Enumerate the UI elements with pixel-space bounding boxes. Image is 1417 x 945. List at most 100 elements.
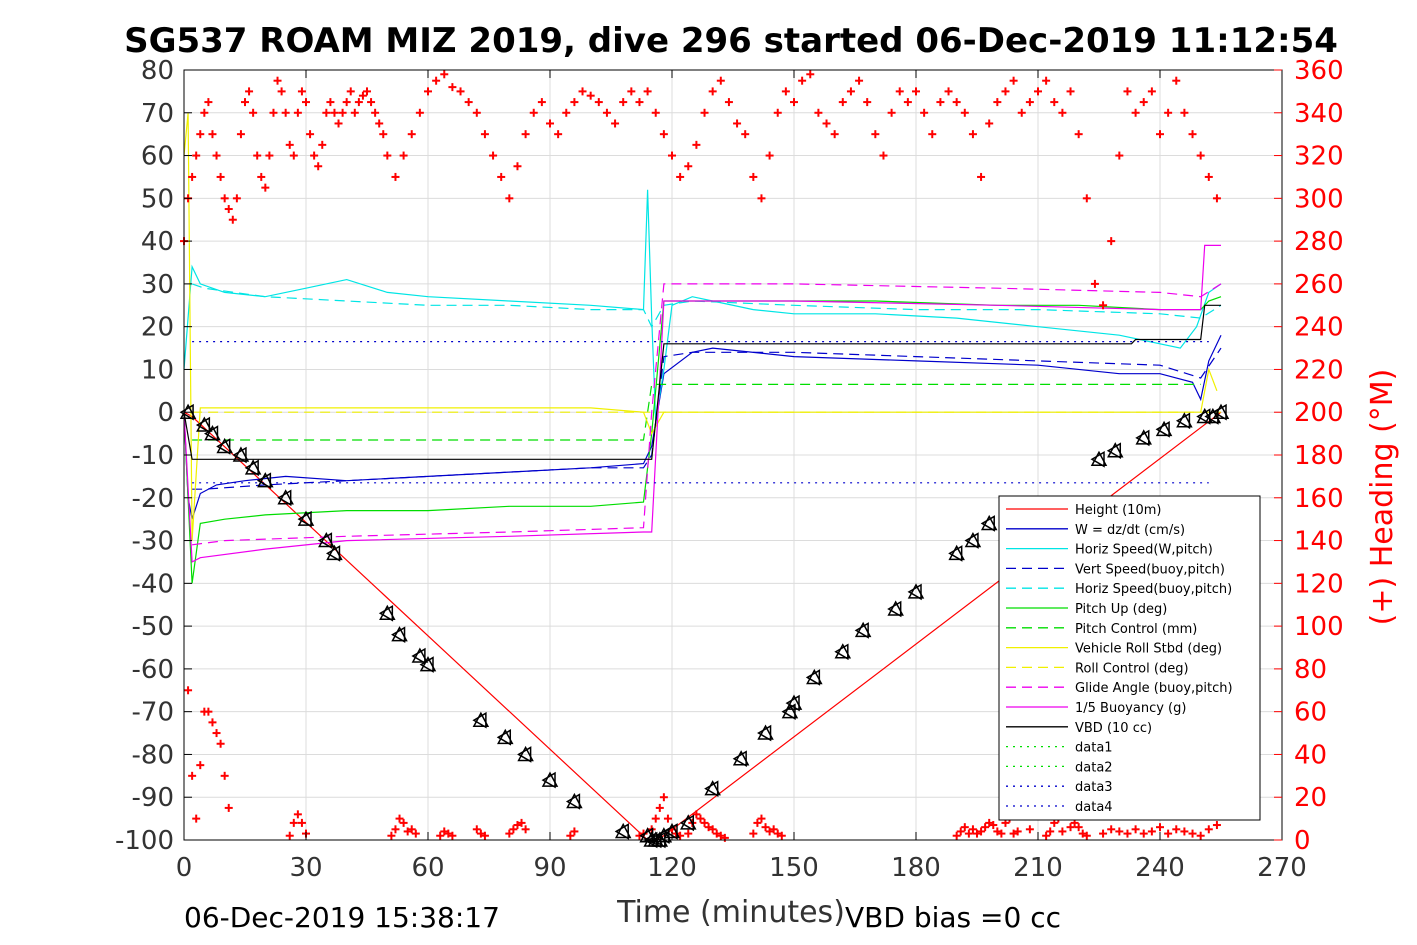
heading-point <box>358 91 367 100</box>
depth-marker <box>378 604 396 622</box>
heading-point <box>546 119 554 128</box>
heading-markers <box>180 70 1221 842</box>
heading-point <box>838 98 847 107</box>
heading-point <box>289 818 298 827</box>
heading-point <box>1082 194 1091 203</box>
heading-point <box>1001 87 1010 96</box>
heading-point <box>1180 108 1189 117</box>
heading-point <box>960 823 969 832</box>
y-tick-label: -30 <box>132 527 174 557</box>
heading-point <box>997 829 1006 838</box>
heading-point <box>651 814 660 823</box>
heading-point <box>619 98 628 107</box>
heading-point <box>1099 301 1108 310</box>
heading-point <box>696 814 705 823</box>
heading-point <box>973 829 981 838</box>
heading-point <box>407 130 416 139</box>
heading-point <box>912 87 920 96</box>
legend-label: Horiz Speed(W,pitch) <box>1075 543 1213 558</box>
y2-tick-label: 280 <box>1294 227 1344 257</box>
heading-point <box>964 829 973 838</box>
heading-point <box>456 87 465 96</box>
heading-point <box>956 827 965 836</box>
heading-point <box>708 825 717 834</box>
heading-point <box>440 70 449 79</box>
legend-label: Horiz Speed(buoy,pitch) <box>1075 582 1232 597</box>
heading-point <box>273 76 282 85</box>
heading-point <box>663 814 672 823</box>
heading-point <box>1107 237 1116 246</box>
heading-point <box>387 831 396 840</box>
heading-point <box>375 119 384 128</box>
series-line-7 <box>183 112 1218 541</box>
heading-point <box>1115 151 1124 160</box>
heading-point <box>346 87 355 96</box>
legend-label: Pitch Up (deg) <box>1075 602 1167 617</box>
heading-point <box>395 814 404 823</box>
y-tick-label: -20 <box>132 484 174 514</box>
y-tick-label: -10 <box>132 441 174 471</box>
heading-point <box>863 98 872 107</box>
depth-marker <box>948 544 965 562</box>
depth-marker <box>472 711 490 729</box>
x-tick-label: 30 <box>289 853 322 883</box>
heading-point <box>989 821 998 830</box>
heading-point <box>712 829 721 838</box>
legend-label: VBD (10 cc) <box>1075 721 1152 736</box>
heading-point <box>611 119 620 128</box>
heading-point <box>936 98 945 107</box>
heading-point <box>985 818 994 827</box>
depth-marker <box>195 416 213 434</box>
heading-point <box>1188 829 1197 838</box>
y2-tick-label: 140 <box>1294 527 1344 557</box>
heading-point <box>1050 98 1059 107</box>
heading-point <box>928 130 937 139</box>
depth-marker <box>980 514 998 532</box>
x-tick-label: 120 <box>647 853 697 883</box>
heading-point <box>1099 829 1108 838</box>
y-tick-label: -50 <box>132 612 174 642</box>
heading-point <box>314 162 323 171</box>
heading-point <box>566 831 575 840</box>
y2-tick-label: 300 <box>1294 184 1344 214</box>
heading-point <box>993 827 1002 836</box>
heading-point <box>253 151 262 160</box>
y-tick-label: 30 <box>141 270 174 300</box>
heading-point <box>981 823 990 832</box>
heading-point <box>204 707 213 716</box>
heading-point <box>277 87 286 96</box>
depth-marker <box>805 668 823 686</box>
x-tick-label: 180 <box>891 853 941 883</box>
heading-point <box>241 98 249 107</box>
heading-point <box>993 98 1002 107</box>
heading-point <box>257 172 266 181</box>
y-tick-label: 40 <box>141 227 174 257</box>
depth-marker <box>216 437 233 455</box>
heading-point <box>1196 831 1205 840</box>
heading-point <box>265 151 274 160</box>
heading-point <box>716 831 725 840</box>
heading-point <box>790 98 798 107</box>
heading-point <box>777 831 786 840</box>
heading-point <box>330 108 339 117</box>
heading-point <box>444 829 453 838</box>
footer-vbd-bias: VBD bias =0 cc <box>845 901 1061 934</box>
heading-point <box>293 810 302 819</box>
heading-point <box>887 108 896 117</box>
heading-point <box>1188 130 1197 139</box>
heading-point <box>708 87 717 96</box>
heading-point <box>407 825 416 834</box>
heading-point <box>749 172 758 181</box>
heading-point <box>363 87 371 96</box>
series-line-4 <box>191 283 1222 328</box>
heading-point <box>204 98 213 107</box>
heading-point <box>509 825 518 834</box>
depth-marker <box>1135 429 1152 447</box>
heading-point <box>399 818 408 827</box>
heading-point <box>188 172 197 181</box>
heading-point <box>472 825 481 834</box>
heading-point <box>521 825 530 834</box>
y-tick-label: 70 <box>141 99 174 129</box>
heading-point <box>668 151 676 160</box>
heading-point <box>212 729 221 738</box>
